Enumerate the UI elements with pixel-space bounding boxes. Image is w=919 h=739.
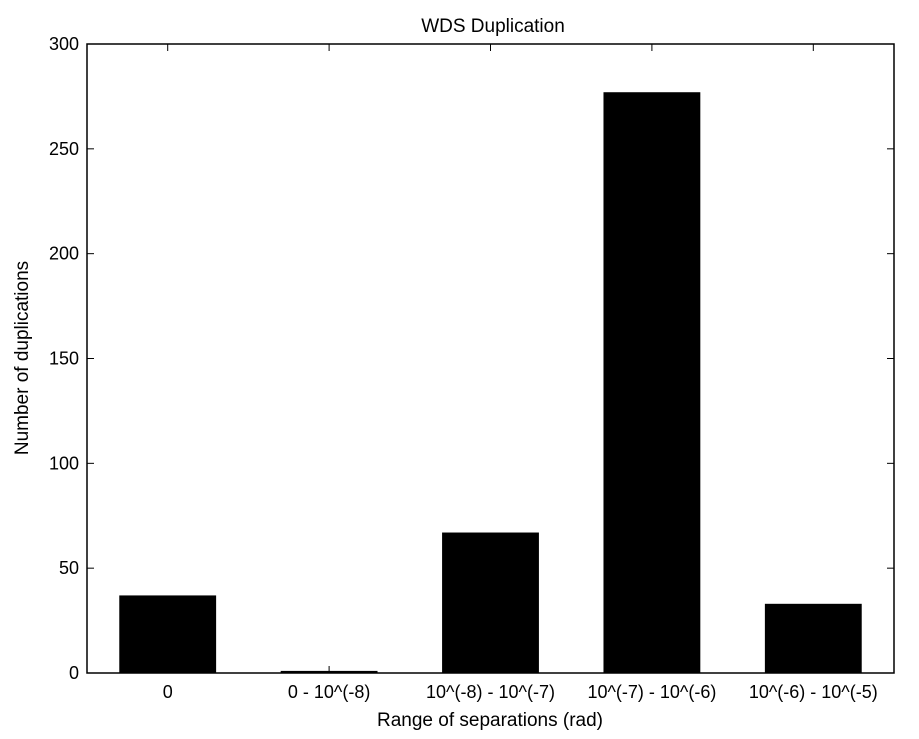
bar-4 [764,603,862,673]
y-tick-label-5: 250 [49,139,79,159]
x-tick-label-3: 10^(-7) - 10^(-6) [587,682,716,702]
ticks-layer: 0 0 - 10^(-8) 10^(-8) - 10^(-7) 10^(-7) - 1… [49,34,894,702]
bar-3 [603,92,701,674]
x-tick-label-1: 0 - 10^(-8) [288,682,370,702]
y-tick-label-1: 50 [59,558,79,578]
x-tick-label-4: 10^(-6) - 10^(-5) [749,682,878,702]
chart-title: WDS Duplication [421,16,565,37]
plot-frame [86,43,895,674]
y-tick-label-6: 300 [49,34,79,54]
y-tick-label-2: 100 [49,453,79,473]
bars-layer [119,92,862,674]
y-tick-label-0: 0 [69,663,79,683]
x-tick-label-0: 0 [163,682,173,702]
bar-2 [442,532,539,673]
y-axis-label: Number of duplications [12,261,33,455]
x-tick-label-2: 10^(-8) - 10^(-7) [426,682,555,702]
x-axis-label: Range of separations (rad) [377,710,603,731]
bar-0 [119,595,217,673]
y-tick-label-4: 200 [49,244,79,264]
y-tick-label-3: 150 [49,349,79,369]
